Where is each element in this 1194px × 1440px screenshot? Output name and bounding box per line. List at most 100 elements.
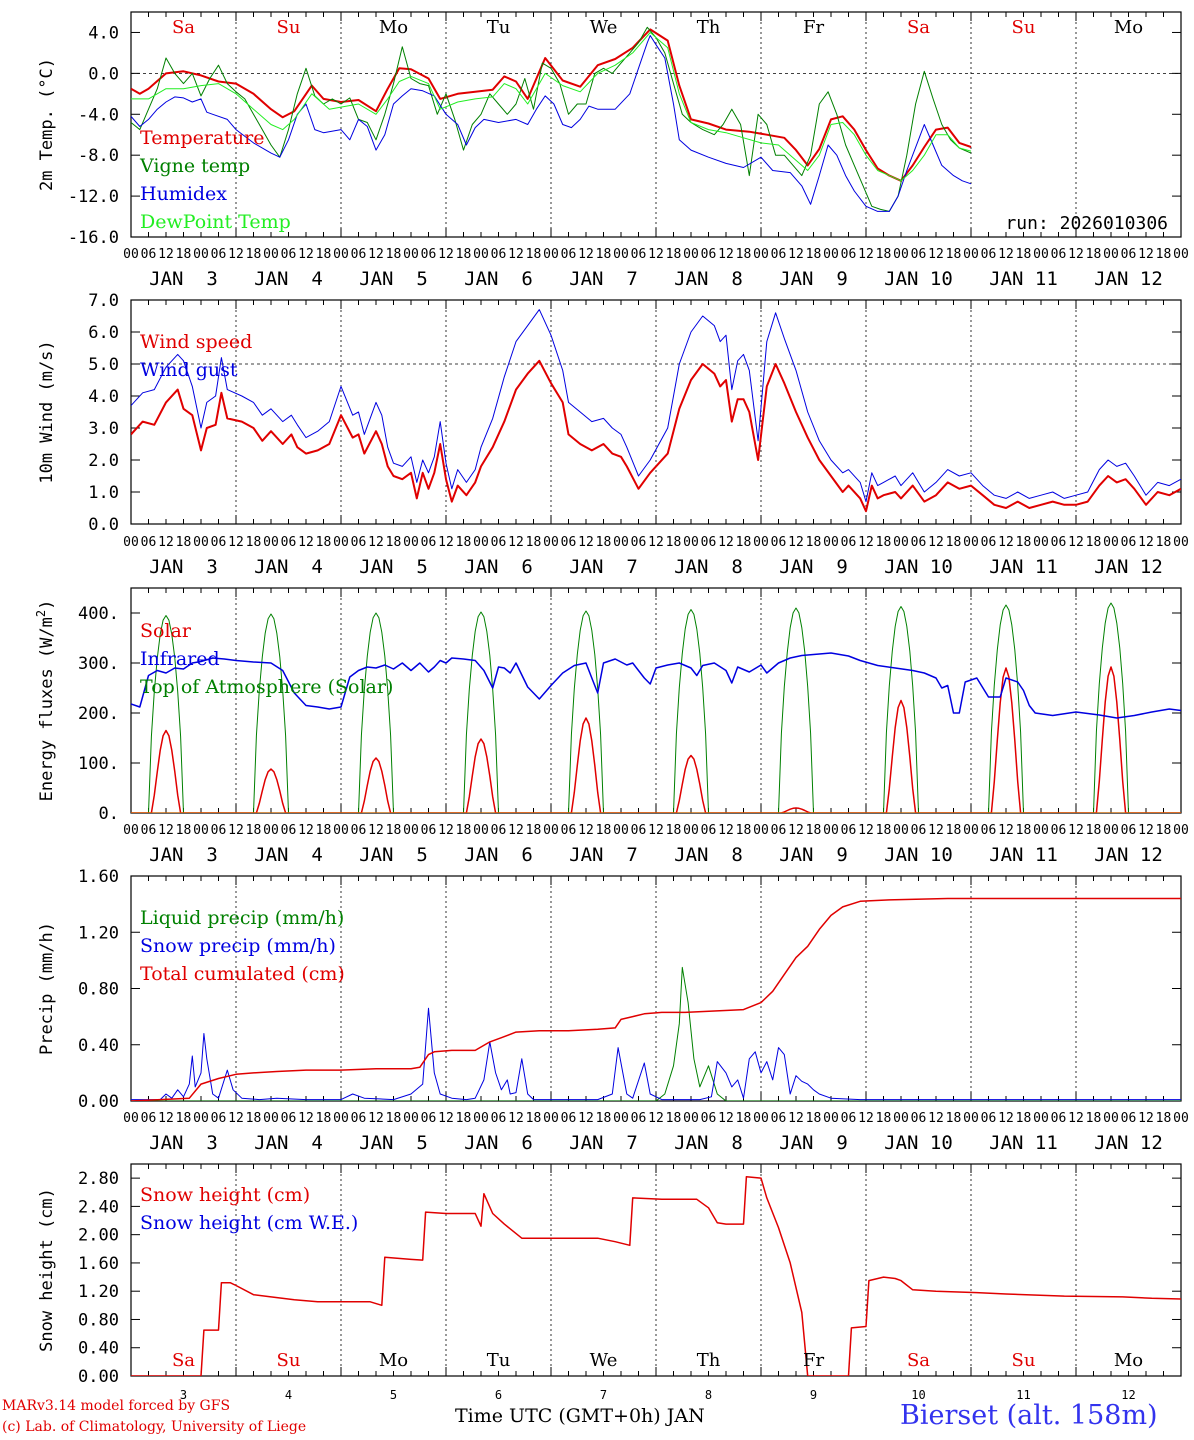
hour-tick-label: 00	[1173, 535, 1189, 550]
hour-tick-label: 12	[1138, 247, 1154, 262]
legend-entry: Snow precip (mm/h)	[140, 935, 336, 957]
hour-tick-label: 18	[456, 535, 472, 550]
hour-tick-label: 06	[141, 535, 157, 550]
hour-tick-label: 06	[561, 535, 577, 550]
day-number-label: 10	[911, 1388, 925, 1402]
hour-tick-label: 12	[928, 1111, 944, 1126]
legend-entry: Snow height (cm W.E.)	[140, 1212, 358, 1234]
hour-tick-label: 06	[771, 1111, 787, 1126]
hour-tick-label: 06	[281, 247, 297, 262]
hour-tick-label: 18	[946, 1111, 962, 1126]
series-top-of-atmosphere	[131, 602, 1181, 813]
hour-tick-label: 12	[298, 823, 314, 838]
hour-tick-label: 00	[193, 823, 209, 838]
day-label: JAN 10	[884, 268, 953, 290]
hour-tick-label: 06	[841, 535, 857, 550]
hour-tick-label: 18	[876, 247, 892, 262]
hour-tick-label: 00	[963, 247, 979, 262]
day-label: JAN 4	[254, 1132, 323, 1154]
hour-tick-label: 12	[228, 823, 244, 838]
series-temperature	[131, 28, 972, 182]
y-tick-label: 2.0	[88, 451, 119, 471]
hour-tick-label: 06	[351, 535, 367, 550]
y-tick-label: 100.	[78, 754, 119, 774]
hour-tick-label: 18	[1016, 247, 1032, 262]
hour-tick-label: 12	[508, 823, 524, 838]
hour-tick-label: 00	[333, 823, 349, 838]
hour-tick-label: 06	[841, 1111, 857, 1126]
y-axis-title: 2m Temp. (°C)	[37, 58, 57, 191]
y-title-paren: )	[37, 600, 57, 610]
hour-tick-label: 18	[1156, 1111, 1172, 1126]
weekday-label: Th	[697, 1350, 721, 1371]
day-label: JAN 7	[569, 1132, 638, 1154]
hour-tick-label: 00	[403, 823, 419, 838]
hour-tick-label: 06	[841, 823, 857, 838]
hour-tick-label: 06	[421, 823, 437, 838]
y-tick-label: 0.80	[78, 980, 119, 1000]
hour-tick-label: 12	[718, 823, 734, 838]
hour-tick-label: 00	[123, 535, 139, 550]
y-axis-title: 10m Wind (m/s)	[37, 340, 57, 483]
hour-tick-label: 18	[246, 1111, 262, 1126]
hour-tick-label: 18	[946, 823, 962, 838]
hour-tick-label: 00	[123, 823, 139, 838]
hour-tick-label: 12	[858, 535, 874, 550]
hour-tick-label: 12	[858, 1111, 874, 1126]
day-label: JAN 11	[989, 556, 1058, 578]
hour-tick-label: 06	[281, 535, 297, 550]
hour-tick-label: 00	[1033, 535, 1049, 550]
weekday-label: Mo	[379, 17, 408, 38]
hour-tick-label: 18	[1156, 823, 1172, 838]
series-vigne-temp	[131, 26, 972, 212]
hour-tick-label: 00	[683, 247, 699, 262]
hour-tick-label: 00	[263, 535, 279, 550]
hour-tick-label: 00	[753, 535, 769, 550]
hour-tick-label: 12	[298, 1111, 314, 1126]
hour-tick-label: 00	[1103, 823, 1119, 838]
series-wind-speed	[131, 359, 1181, 513]
hour-tick-label: 18	[386, 247, 402, 262]
panel-snow: 2.80 2.40 2.00 1.60 1.20 0.80 0.40 0.00 Snow hei…	[37, 1163, 1182, 1402]
y-tick-label: 7.0	[88, 291, 119, 311]
hour-tick-label: 18	[736, 1111, 752, 1126]
hour-tick-label: 00	[473, 1111, 489, 1126]
day-number-label: 11	[1016, 1388, 1030, 1402]
hour-tick-label: 12	[858, 823, 874, 838]
day-label: JAN 3	[149, 268, 218, 290]
hour-tick-label: 00	[473, 823, 489, 838]
day-label: JAN 12	[1094, 268, 1163, 290]
hour-tick-label: 00	[333, 247, 349, 262]
hour-tick-label: 06	[491, 535, 507, 550]
hour-tick-label: 06	[421, 247, 437, 262]
day-label: JAN 3	[149, 1132, 218, 1154]
hour-tick-label: 18	[666, 247, 682, 262]
hour-tick-label: 06	[281, 1111, 297, 1126]
weekday-label: Su	[1012, 17, 1036, 38]
y-tick-label: -8.0	[78, 146, 119, 166]
y-tick-label: 200.	[78, 704, 119, 724]
hour-tick-label: 06	[491, 247, 507, 262]
series-group	[131, 26, 972, 212]
hour-tick-label: 18	[1156, 535, 1172, 550]
hour-tick-label: 12	[858, 247, 874, 262]
hour-tick-label: 06	[981, 1111, 997, 1126]
hour-tick-label: 12	[648, 247, 664, 262]
time-axis-title: Time UTC (GMT+0h) JAN	[455, 1405, 705, 1427]
hour-tick-label: 00	[123, 247, 139, 262]
hour-tick-label: 12	[438, 535, 454, 550]
hour-tick-label: 06	[701, 823, 717, 838]
day-label: JAN 7	[569, 844, 638, 866]
y-tick-label: 1.0	[88, 483, 119, 503]
hour-tick-label: 12	[228, 1111, 244, 1126]
y-tick-label: 3.0	[88, 419, 119, 439]
day-label: JAN 6	[464, 844, 533, 866]
day-label: JAN 9	[779, 1132, 848, 1154]
day-label: JAN 10	[884, 844, 953, 866]
hour-tick-label: 18	[666, 823, 682, 838]
hour-tick-label: 06	[911, 1111, 927, 1126]
panel-wind: 7.0 6.0 5.0 4.0 3.0 2.0 1.0 0.0 10m Wind (m/s) Wi…	[37, 291, 1189, 578]
series-group	[131, 309, 1181, 513]
hour-tick-label: 00	[263, 823, 279, 838]
weekday-label: We	[590, 1350, 618, 1371]
